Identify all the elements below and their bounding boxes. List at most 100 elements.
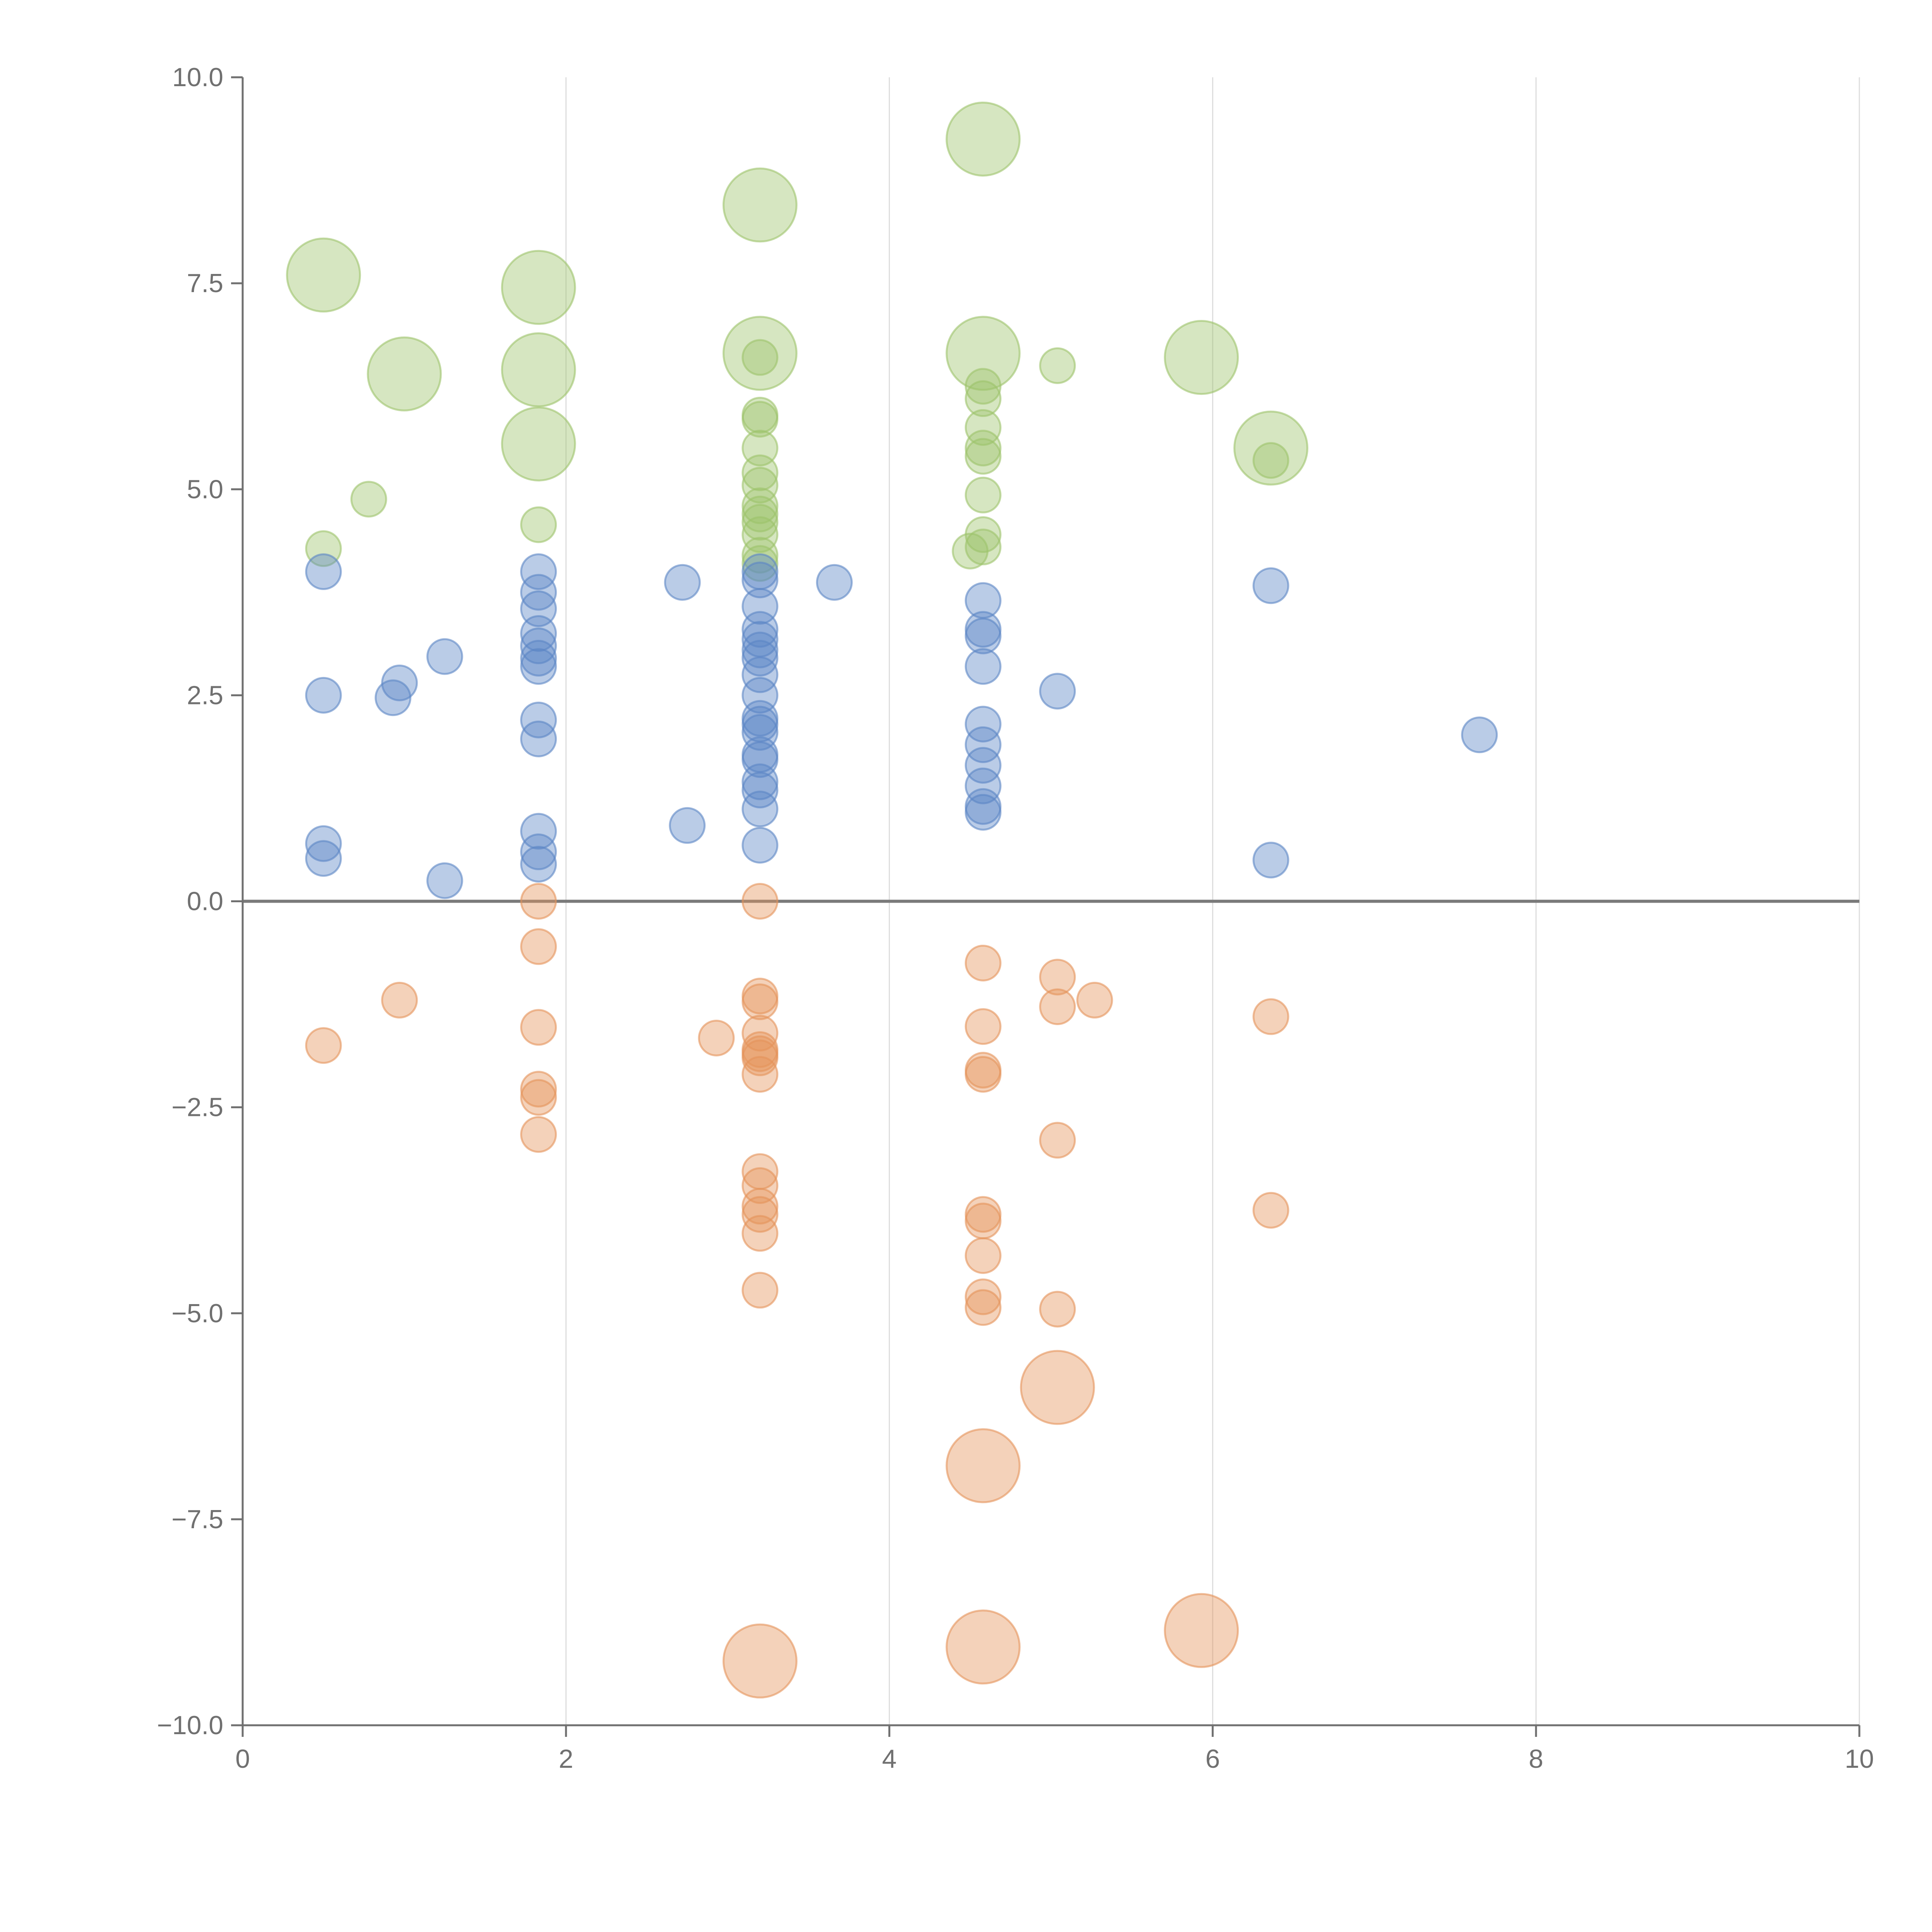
point-blue [520, 627, 557, 664]
x-tick-label: 0 [235, 1744, 250, 1774]
point-orange [722, 1623, 798, 1699]
point-blue [381, 664, 418, 701]
point-blue [305, 840, 342, 877]
y-tick-label: −5.0 [172, 1299, 223, 1328]
point-orange [1039, 1122, 1076, 1159]
point-orange [520, 1071, 557, 1108]
point-green [742, 504, 779, 541]
point-blue [520, 846, 557, 883]
point-orange [964, 1056, 1002, 1093]
series-green [286, 101, 1309, 582]
point-green [964, 529, 1002, 566]
x-tick-label: 8 [1529, 1744, 1543, 1774]
point-orange [964, 1202, 1002, 1240]
point-orange [742, 1167, 779, 1204]
point-blue [742, 763, 779, 800]
point-blue [305, 677, 342, 714]
point-green [367, 336, 442, 412]
point-green [501, 250, 576, 325]
point-green [722, 167, 798, 243]
point-blue [1252, 567, 1289, 604]
point-orange [1039, 988, 1076, 1025]
point-green [964, 380, 1002, 417]
point-orange [742, 883, 779, 920]
point-orange [1039, 959, 1076, 996]
point-orange [1252, 998, 1289, 1035]
point-blue [742, 741, 779, 778]
point-blue [742, 561, 779, 599]
point-blue [520, 720, 557, 757]
point-orange [964, 944, 1002, 981]
point-blue [742, 772, 779, 809]
point-blue [520, 833, 557, 871]
point-blue [669, 807, 706, 844]
point-blue [426, 862, 463, 899]
point-blue [964, 648, 1002, 685]
point-orange [305, 1027, 342, 1064]
point-green [722, 316, 798, 391]
point-orange [1252, 1192, 1289, 1229]
point-orange [520, 1116, 557, 1153]
point-orange [1164, 1593, 1239, 1668]
point-green [501, 332, 576, 408]
point-green [952, 532, 989, 570]
point-orange [742, 1215, 779, 1252]
point-blue [520, 813, 557, 850]
point-orange [698, 1019, 735, 1056]
point-orange [1020, 1350, 1095, 1425]
point-green [964, 368, 1002, 405]
point-orange [742, 1188, 779, 1225]
y-tick-label: 2.5 [187, 680, 223, 710]
point-orange [964, 1289, 1002, 1326]
point-blue [742, 791, 779, 828]
point-blue [964, 747, 1002, 784]
point-blue [1461, 716, 1498, 753]
point-orange [742, 1272, 779, 1309]
point-green [286, 237, 361, 313]
point-blue [305, 825, 342, 862]
point-orange [520, 883, 557, 920]
point-green [742, 401, 779, 438]
x-tick-label: 4 [882, 1744, 897, 1774]
y-tick-label: 10.0 [172, 63, 223, 92]
y-tick-label: 0.0 [187, 887, 223, 916]
point-orange [742, 1196, 779, 1233]
point-green [1039, 347, 1076, 384]
y-tick-label: −2.5 [172, 1093, 223, 1122]
point-orange [946, 1428, 1021, 1503]
point-blue [664, 564, 701, 601]
point-green [520, 506, 557, 543]
x-tick-label: 2 [559, 1744, 573, 1774]
point-green [1164, 320, 1239, 395]
point-green [350, 481, 387, 518]
point-green [742, 454, 779, 492]
point-orange [964, 1008, 1002, 1045]
point-blue [520, 701, 557, 738]
data-points [286, 101, 1498, 1699]
point-green [964, 409, 1002, 446]
series-orange [305, 883, 1289, 1699]
series-blue [305, 553, 1498, 899]
point-green [742, 339, 779, 376]
point-blue [520, 553, 557, 590]
point-blue [964, 617, 1002, 655]
point-blue [742, 714, 779, 751]
point-orange [742, 983, 779, 1020]
point-green [501, 406, 576, 481]
point-green [1233, 410, 1309, 486]
point-orange [520, 1079, 557, 1116]
y-tick-label: 7.5 [187, 269, 223, 298]
y-tick-label: 5.0 [187, 474, 223, 504]
point-orange [946, 1609, 1021, 1685]
point-blue [1252, 842, 1289, 879]
point-blue [964, 794, 1002, 831]
point-green [964, 438, 1002, 475]
point-blue [426, 638, 463, 675]
point-orange [964, 1237, 1002, 1274]
point-blue [964, 726, 1002, 763]
point-green [946, 101, 1021, 177]
point-orange [381, 981, 418, 1019]
x-tick-label: 6 [1205, 1744, 1220, 1774]
point-orange [1076, 981, 1113, 1019]
